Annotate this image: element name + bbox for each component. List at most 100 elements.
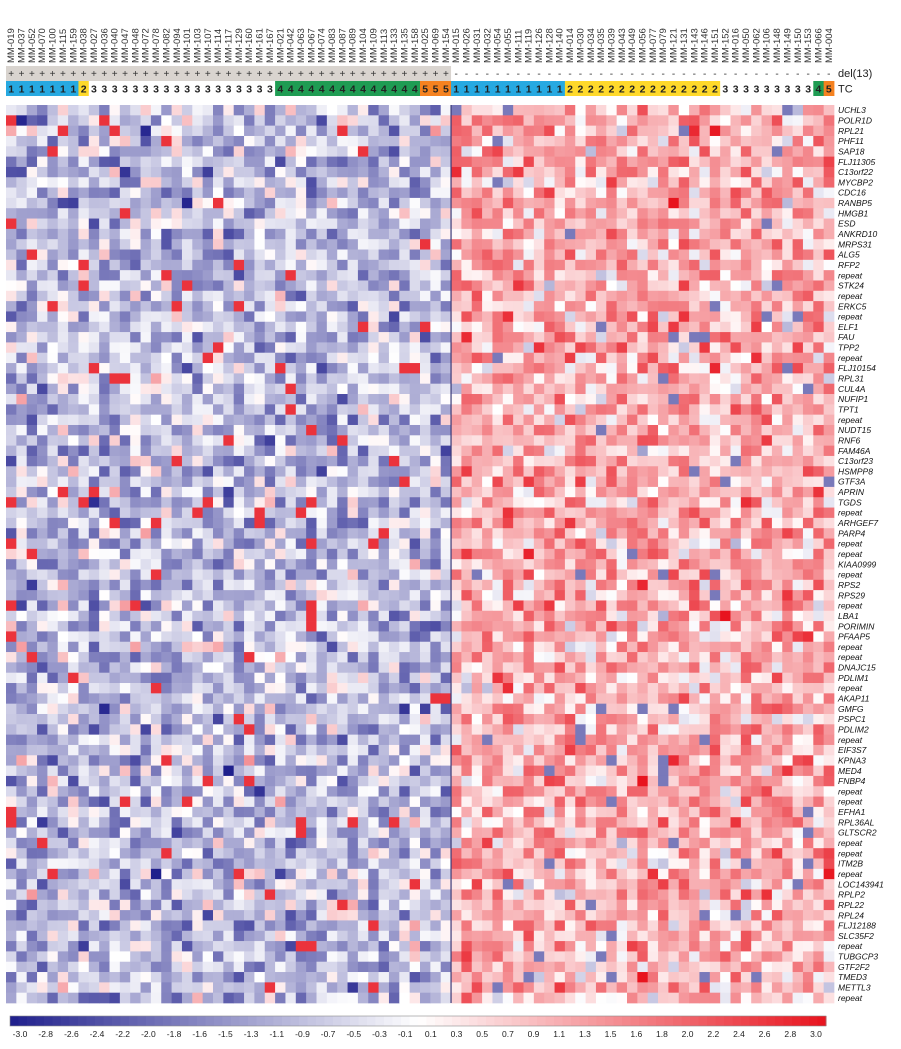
heatmap-cell — [647, 610, 659, 622]
heatmap-cell — [482, 435, 493, 446]
heatmap-cell — [471, 373, 483, 385]
heatmap-cell — [99, 352, 110, 364]
heatmap-cell — [161, 166, 172, 178]
heatmap-cell — [140, 455, 152, 467]
del13-cell — [782, 66, 793, 81]
heatmap-cell — [575, 197, 586, 209]
heatmap-cell — [357, 352, 369, 364]
del13-cell — [533, 66, 545, 81]
heatmap-cell — [192, 383, 203, 395]
heatmap-cell — [326, 621, 338, 632]
heatmap-cell — [523, 352, 535, 364]
heatmap-cell — [161, 435, 172, 446]
heatmap-cell — [533, 528, 545, 539]
heatmap-cell — [119, 352, 131, 364]
heatmap-cell — [16, 156, 28, 168]
heatmap-cell — [730, 445, 742, 457]
heatmap-cell — [109, 187, 121, 199]
heatmap-cell — [782, 383, 793, 395]
heatmap-cell — [637, 342, 649, 354]
heatmap-cell — [6, 476, 17, 488]
heatmap-cell — [88, 424, 100, 436]
heatmap-cell — [740, 373, 752, 385]
heatmap-cell — [658, 135, 669, 147]
heatmap-cell — [616, 517, 628, 529]
heatmap-cell — [627, 476, 638, 488]
heatmap-cell — [720, 559, 731, 570]
heatmap-cell — [213, 218, 224, 230]
heatmap-cell — [326, 600, 338, 612]
heatmap-cell — [264, 579, 276, 591]
heatmap-cell — [368, 394, 379, 405]
heatmap-cell — [513, 590, 524, 601]
tc-mark: 2 — [650, 84, 656, 96]
heatmap-cell — [119, 332, 131, 343]
del13-cell — [399, 66, 411, 81]
heatmap-cell — [264, 652, 276, 663]
heatmap-cell — [140, 280, 152, 292]
heatmap-cell — [585, 652, 597, 663]
heatmap-cell — [47, 559, 59, 570]
heatmap-cell — [6, 672, 17, 684]
heatmap-cell — [399, 445, 410, 457]
heatmap-cell — [337, 290, 348, 302]
heatmap-cell — [471, 177, 483, 188]
heatmap-cell — [16, 662, 28, 674]
heatmap-cell — [399, 373, 410, 385]
heatmap-cell — [668, 424, 680, 436]
heatmap-cell — [823, 610, 835, 622]
heatmap-cell — [730, 342, 742, 354]
heatmap-cell — [595, 445, 607, 457]
heatmap-cell — [616, 424, 628, 436]
heatmap-cell — [430, 579, 442, 591]
heatmap-cell — [709, 352, 721, 364]
heatmap-cell — [616, 683, 628, 694]
heatmap-cell — [751, 600, 762, 612]
heatmap-cell — [47, 435, 59, 446]
heatmap-cell — [533, 414, 545, 426]
heatmap-cell — [740, 352, 752, 364]
heatmap-cell — [68, 342, 79, 354]
heatmap-cell — [482, 455, 493, 467]
heatmap-cell — [347, 342, 359, 354]
heatmap-cell — [720, 311, 731, 323]
heatmap-cell — [492, 455, 504, 467]
heatmap-cell — [647, 321, 659, 333]
heatmap-cell — [213, 383, 224, 395]
heatmap-cell — [99, 105, 110, 116]
heatmap-cell — [823, 197, 835, 209]
heatmap-cell — [616, 507, 628, 519]
heatmap-cell — [616, 228, 628, 240]
heatmap-cell — [285, 146, 297, 157]
heatmap-cell — [347, 321, 359, 333]
heatmap-cell — [771, 569, 783, 581]
tc-cell — [564, 81, 576, 96]
heatmap-cell — [388, 280, 400, 292]
heatmap-cell — [130, 280, 141, 292]
sample-label: MM-077 — [648, 28, 659, 63]
heatmap-cell — [616, 105, 628, 116]
heatmap-cell — [26, 259, 38, 271]
heatmap-cell — [658, 559, 669, 570]
heatmap-cell — [544, 125, 555, 137]
heatmap-cell — [409, 672, 421, 684]
heatmap-cell — [275, 166, 286, 178]
heatmap-cell — [606, 445, 617, 457]
heatmap-cell — [275, 146, 286, 157]
heatmap-cell — [792, 652, 804, 663]
heatmap-cell — [119, 424, 131, 436]
heatmap-cell — [368, 177, 379, 188]
heatmap-cell — [461, 641, 473, 653]
heatmap-cell — [533, 146, 545, 157]
heatmap-cell — [554, 321, 566, 333]
del13-cell — [823, 66, 835, 81]
heatmap-cell — [709, 187, 721, 199]
heatmap-cell — [347, 435, 359, 446]
del13-mark: - — [589, 69, 592, 80]
heatmap-cell — [585, 373, 597, 385]
heatmap-cell — [440, 383, 452, 395]
sample-label: MM-148 — [772, 28, 783, 63]
heatmap-cell — [47, 352, 59, 364]
heatmap-cell — [88, 373, 100, 385]
heatmap-cell — [647, 259, 659, 271]
